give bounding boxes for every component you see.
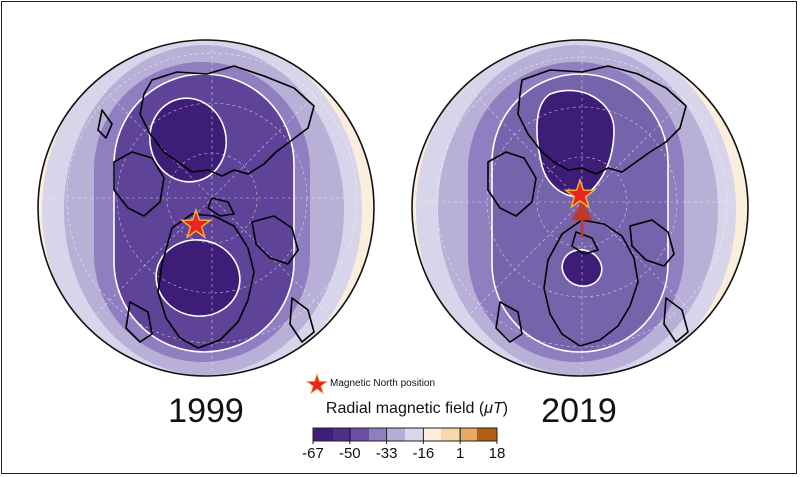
map-1999 bbox=[37, 39, 375, 377]
colorbar-tick: 18 bbox=[488, 445, 506, 462]
legend-star-icon bbox=[305, 372, 329, 395]
magnetic-north-star-2019 bbox=[563, 177, 597, 209]
colorbar-tick: 1 bbox=[456, 445, 465, 462]
year-label-1999: 1999 bbox=[168, 392, 244, 430]
legend-marker-label: Magnetic North position bbox=[330, 378, 436, 389]
year-label-2019: 2019 bbox=[541, 392, 617, 430]
magnetic-north-star-1999 bbox=[179, 207, 213, 239]
colorbar-tick: -16 bbox=[412, 445, 435, 462]
map-2019 bbox=[411, 39, 749, 377]
colorbar-tick: -67 bbox=[302, 445, 324, 462]
colorbar-title: Radial magnetic field (μT) bbox=[325, 400, 509, 417]
colorbar-tick: -33 bbox=[375, 445, 398, 462]
colorbar-tick: -50 bbox=[338, 445, 361, 462]
colorbar bbox=[312, 427, 498, 444]
